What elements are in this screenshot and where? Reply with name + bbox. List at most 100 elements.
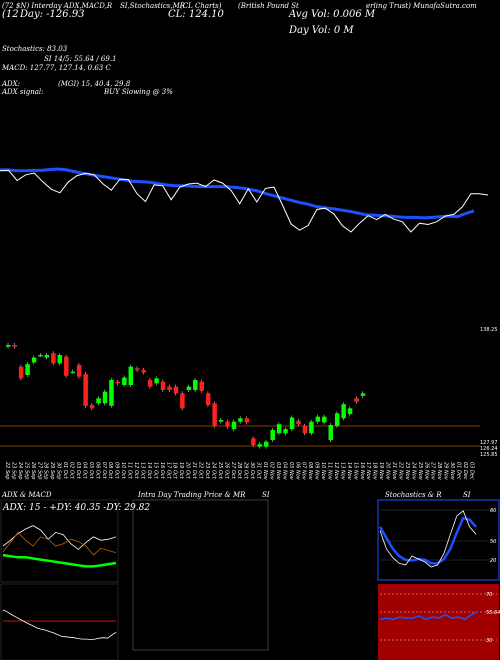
- candle: [264, 441, 269, 447]
- stoch-k-line: [379, 510, 477, 568]
- right-axis-b1: 127.97: [480, 440, 498, 446]
- x-tick-label: 28 Nov: [436, 462, 442, 481]
- x-tick-label: 05 Oct: [88, 462, 94, 480]
- x-tick-label: 10 Oct: [120, 462, 126, 480]
- x-tick-label: 13 Nov: [339, 462, 345, 481]
- candle: [70, 371, 75, 374]
- candle: [257, 444, 263, 447]
- intraday-frame: [132, 499, 269, 651]
- x-tick-label: 24 Nov: [410, 462, 416, 481]
- price-chart: [0, 167, 489, 233]
- x-tick-label: 28 Sep: [43, 462, 49, 479]
- x-tick-label: 21 Oct: [191, 462, 197, 480]
- rsi-frame: [378, 584, 499, 660]
- candle: [96, 398, 101, 404]
- x-tick-label: 22 Sep: [4, 462, 10, 479]
- x-tick-label: 29 Sep: [49, 462, 55, 479]
- day-change: Day: -126.93: [20, 9, 85, 20]
- candle: [109, 380, 114, 406]
- candle: [154, 378, 159, 384]
- stoch-tick: 50: [490, 539, 496, 545]
- x-tick-label: 23 Oct: [204, 462, 210, 480]
- candle: [18, 366, 24, 379]
- candle: [354, 398, 359, 402]
- x-tick-label: 02 Dec: [462, 462, 468, 480]
- x-tick-label: 14 Oct: [146, 462, 152, 480]
- candle: [289, 417, 295, 430]
- candle: [302, 425, 308, 434]
- candle: [334, 413, 340, 426]
- candle: [283, 429, 288, 434]
- candle: [122, 377, 127, 385]
- intraday-panel-title: Intra Day Trading Price & MR: [138, 491, 246, 499]
- candle: [51, 353, 56, 364]
- header-line1-right2: (British Pound St: [238, 2, 299, 10]
- stochastics-chart: 80 50 20: [377, 499, 500, 581]
- x-tick-label: 26 Oct: [223, 462, 229, 480]
- x-tick-label: 09 Oct: [114, 462, 120, 480]
- rsi-chart: 70 55.64 30: [378, 584, 500, 660]
- x-tick-label: 30 Oct: [249, 462, 255, 480]
- candle: [212, 403, 217, 426]
- right-axis-b2: 126.24: [480, 446, 498, 452]
- x-tick-label: 01 Nov: [262, 462, 268, 481]
- x-tick-label: 30 Sep: [56, 462, 62, 479]
- x-tick-label: 26 Nov: [423, 462, 429, 481]
- candle: [251, 438, 256, 445]
- candle: [205, 393, 211, 405]
- header-line1-left: (72 $N) Interday ADX,MACD,R: [2, 2, 113, 10]
- candle: [25, 364, 30, 375]
- x-tick-label: 22 Nov: [397, 462, 403, 481]
- x-tick-label: 22 Oct: [198, 462, 204, 480]
- stochastics-value: Stochastics: 83.03: [2, 45, 68, 53]
- stoch-frame: [377, 499, 500, 581]
- close-value: CL: 124.10: [168, 9, 224, 20]
- candle: [38, 355, 43, 357]
- right-axis-top: 138.25: [480, 327, 498, 333]
- x-tick-label: 11 Oct: [127, 462, 133, 480]
- x-tick-label: 27 Oct: [230, 462, 236, 480]
- adx-signal-label: ADX signal:: [2, 88, 44, 96]
- candle: [341, 404, 346, 419]
- adx-line: [2, 553, 117, 568]
- candle: [83, 374, 88, 406]
- x-tick-label: 16 Oct: [159, 462, 165, 480]
- x-tick-label: 26 Sep: [30, 462, 36, 479]
- candle: [328, 425, 333, 440]
- candle: [76, 365, 82, 377]
- x-tick-label: 02 Oct: [69, 462, 75, 480]
- candle: [160, 381, 166, 390]
- day-volume: Day Vol: 0 M: [289, 25, 354, 36]
- candle: [218, 420, 224, 422]
- x-tick-label: 31 Oct: [256, 462, 262, 480]
- rsi-tick: 55.64: [486, 610, 500, 616]
- x-tick-label: 17 Nov: [365, 462, 371, 481]
- x-tick-label: 25 Nov: [417, 462, 423, 481]
- x-tick-label: 04 Nov: [281, 462, 287, 481]
- candle: [244, 418, 250, 423]
- rsi-line: [379, 610, 479, 621]
- candle: [225, 421, 230, 427]
- candle: [44, 355, 50, 358]
- candle: [199, 381, 204, 391]
- candle: [193, 380, 198, 390]
- x-tick-label: 13 Oct: [139, 462, 145, 480]
- candle: [347, 408, 353, 415]
- x-tick-label: 01 Dec: [456, 462, 462, 480]
- price-line: [0, 169, 489, 233]
- stoch-panel-title-r: SI: [463, 491, 471, 499]
- x-tick-label: 03 Oct: [75, 462, 81, 480]
- macd-frame: [0, 583, 119, 660]
- x-tick-label: 19 Nov: [378, 462, 384, 481]
- candle: [167, 386, 172, 390]
- x-tick-label: 18 Nov: [372, 462, 378, 481]
- adx-panel-title: ADX & MACD: [2, 491, 52, 499]
- x-tick-label: 20 Oct: [185, 462, 191, 480]
- x-tick-label: 16 Nov: [359, 462, 365, 481]
- candle: [186, 386, 192, 390]
- candle: [141, 370, 146, 373]
- candle: [57, 355, 63, 364]
- x-tick-label: 27 Nov: [430, 462, 436, 481]
- x-tick-label: 28 Oct: [236, 462, 242, 480]
- x-tick-label: 11 Nov: [327, 462, 333, 481]
